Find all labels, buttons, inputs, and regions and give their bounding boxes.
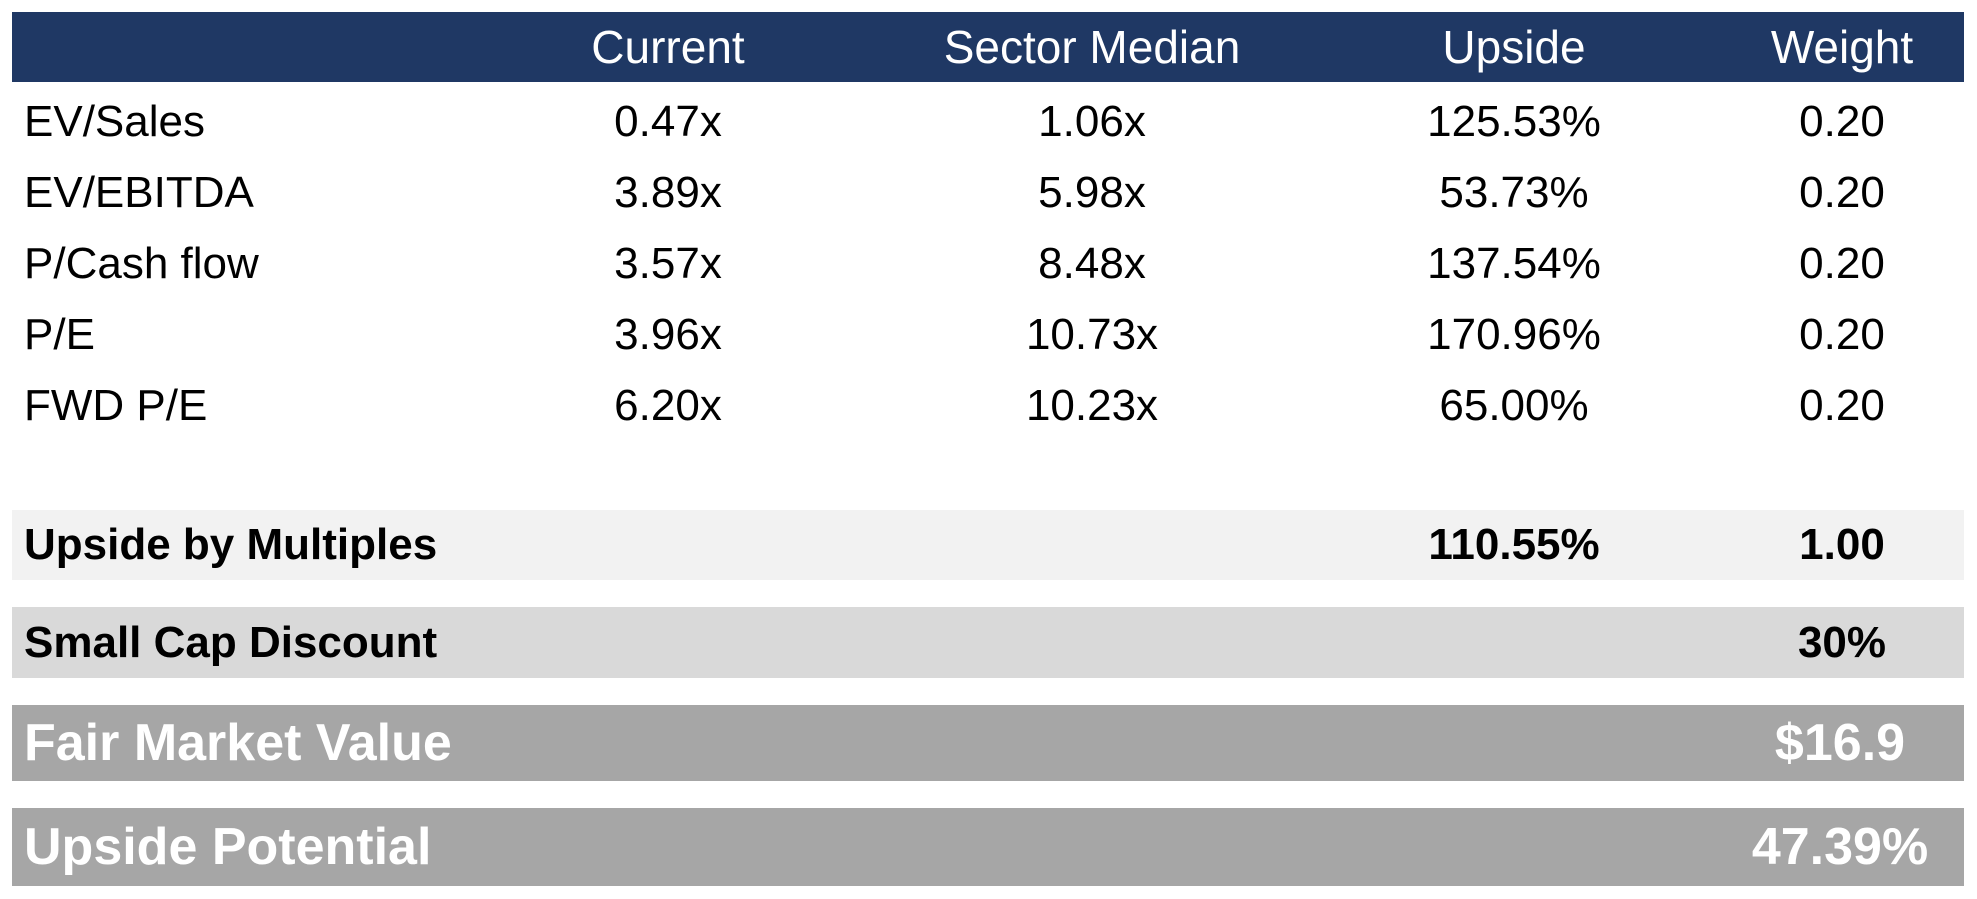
small-cap-discount-label: Small Cap Discount <box>24 617 438 667</box>
upside-by-multiples-value: 110.55% <box>1428 520 1600 569</box>
upside-potential-label: Upside Potential <box>24 818 432 876</box>
table-header: Current Sector Median Upside Weight <box>12 12 1964 82</box>
upside-potential-value: 47.39% <box>1751 818 1929 876</box>
row-current: 0.47x <box>614 97 722 146</box>
row-upside: 125.53% <box>1427 97 1601 146</box>
header-weight: Weight <box>1770 21 1914 73</box>
row-label: EV/EBITDA <box>24 168 254 217</box>
row-sector-median: 10.23x <box>1025 381 1159 430</box>
row-sector-median: 8.48x <box>1038 239 1146 288</box>
table-row: EV/EBITDA 3.89x 5.98x 53.73% 0.20 <box>12 158 1964 228</box>
row-current: 3.57x <box>614 239 722 288</box>
row-weight: 0.20 <box>1799 168 1885 217</box>
row-upside: 170.96% <box>1427 310 1601 359</box>
header-upside: Upside <box>1442 21 1586 73</box>
header-current: Current <box>591 21 745 73</box>
small-cap-discount-row: Small Cap Discount 30% <box>12 607 1964 678</box>
table-row: EV/Sales 0.47x 1.06x 125.53% 0.20 <box>12 87 1964 157</box>
fair-market-value-value: $16.9 <box>1774 714 1906 772</box>
fair-market-value-label: Fair Market Value <box>24 714 452 772</box>
row-upside: 53.73% <box>1439 168 1589 217</box>
row-sector-median: 10.73x <box>1025 310 1159 359</box>
row-weight: 0.20 <box>1799 381 1885 430</box>
row-weight: 0.20 <box>1799 310 1885 359</box>
upside-by-multiples-row: Upside by Multiples 110.55% 1.00 <box>12 510 1964 580</box>
row-label: EV/Sales <box>24 97 205 146</box>
fair-market-value-row: Fair Market Value $16.9 <box>12 705 1964 781</box>
row-weight: 0.20 <box>1799 239 1885 288</box>
row-upside: 137.54% <box>1427 239 1601 288</box>
header-sector-median: Sector Median <box>943 21 1241 73</box>
row-current: 3.96x <box>614 310 722 359</box>
table-row: FWD P/E 6.20x 10.23x 65.00% 0.20 <box>12 371 1964 441</box>
row-label: P/E <box>24 310 95 359</box>
row-label: FWD P/E <box>24 381 208 430</box>
table-row: P/Cash flow 3.57x 8.48x 137.54% 0.20 <box>12 229 1964 299</box>
row-sector-median: 1.06x <box>1038 97 1146 146</box>
upside-by-multiples-weight: 1.00 <box>1799 520 1885 569</box>
row-weight: 0.20 <box>1799 97 1885 146</box>
row-current: 6.20x <box>614 381 722 430</box>
small-cap-discount-value: 30% <box>1797 617 1887 667</box>
row-sector-median: 5.98x <box>1038 168 1146 217</box>
table-row: P/E 3.96x 10.73x 170.96% 0.20 <box>12 300 1964 370</box>
row-label: P/Cash flow <box>24 239 259 288</box>
upside-potential-row: Upside Potential 47.39% <box>12 808 1964 886</box>
row-current: 3.89x <box>614 168 722 217</box>
upside-by-multiples-label: Upside by Multiples <box>24 520 438 569</box>
row-upside: 65.00% <box>1439 381 1589 430</box>
